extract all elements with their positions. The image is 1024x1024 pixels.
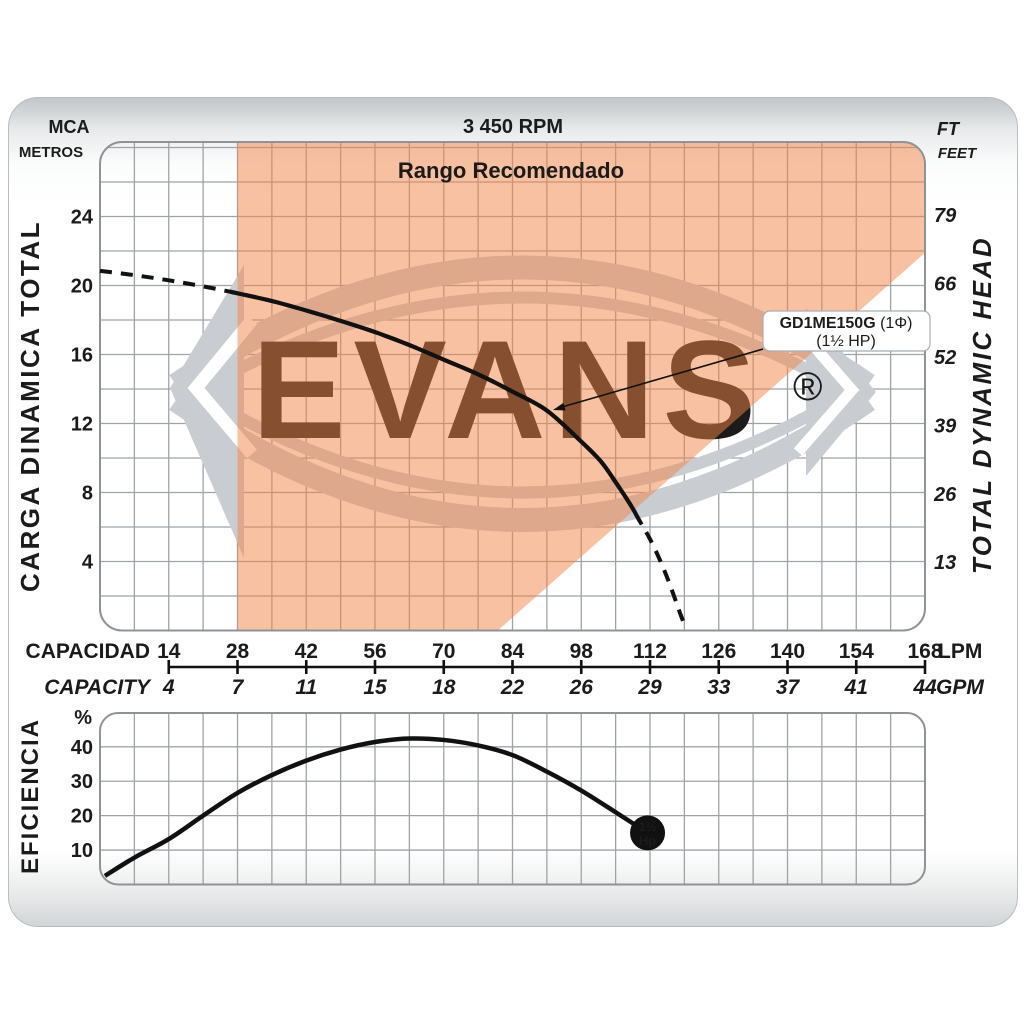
pump-power-label: (1½ HP) <box>816 333 876 350</box>
y-axis-tick-label-m: 12 <box>71 414 93 436</box>
pump-phase: (1Φ) <box>876 315 913 332</box>
pump-label-box <box>762 310 931 352</box>
left-unit-mca: MCA <box>49 117 90 137</box>
efficiency-axis-tick-labels: 40 30 20 10 <box>71 737 93 862</box>
hp-marker-line2: Hp <box>639 833 656 848</box>
capacity-gpm-tick-label: 29 <box>637 676 662 699</box>
right-unit-feet: FEET <box>938 145 978 162</box>
capacity-gpm-tick-label: 7 <box>232 676 245 699</box>
efficiency-chart-frame <box>99 712 926 886</box>
right-unit-ft: FT <box>937 119 961 139</box>
capacity-lpm-tick-label: 112 <box>633 640 667 663</box>
y-axis-tick-label-ft: 79 <box>934 205 957 227</box>
efficiency-axis-title: EFICIENCIA <box>17 718 44 874</box>
y-axis-tick-label-m: 4 <box>82 552 94 574</box>
hp-marker: 1½ Hp <box>630 815 666 851</box>
gpm-unit-label: GPM <box>936 676 984 699</box>
capacity-lpm-tick-label: 126 <box>701 640 736 663</box>
capacity-gpm-tick-label: 37 <box>776 676 801 699</box>
efficiency-tick-label: 40 <box>71 737 93 759</box>
y-axis-tick-label-m: 16 <box>71 345 93 367</box>
efficiency-tick-label: 10 <box>71 840 93 862</box>
capacity-gpm-tick-label: 22 <box>500 676 525 699</box>
pump-label-callout: GD1ME150G (1Φ) (1½ HP) <box>553 310 931 411</box>
capacity-lpm-tick-label: 14 <box>157 640 181 663</box>
capacity-gpm-tick-label: 18 <box>432 676 456 699</box>
pump-model: GD1ME150G <box>780 315 876 332</box>
capacity-lpm-tick-label: 70 <box>432 640 455 663</box>
capacity-lpm-tick-label: 28 <box>226 640 250 663</box>
capacity-axis: 14 4 28 7 42 11 56 15 70 18 84 22 98 26 112 29 126 33 140 3… <box>157 640 943 699</box>
capacity-gpm-tick-label: 44 <box>912 676 937 699</box>
capacity-lpm-tick-label: 84 <box>501 640 525 663</box>
capacity-gpm-tick-label: 4 <box>162 676 175 699</box>
pump-label-arrowhead-icon <box>553 402 566 411</box>
capacity-gpm-tick-label: 15 <box>363 676 387 699</box>
capacity-gpm-tick-label: 26 <box>569 676 594 699</box>
recommended-range-label: Rango Recomendado <box>398 158 624 183</box>
right-axis-title: TOTAL DYNAMIC HEAD <box>967 236 997 574</box>
pump-model-label: GD1ME150G (1Φ) <box>780 315 913 332</box>
efficiency-tick-label: 30 <box>71 771 93 793</box>
y-axis-tick-label-m: 8 <box>82 483 93 505</box>
pump-label-arrow-line <box>561 348 764 408</box>
rpm-title: 3 450 RPM <box>463 116 563 138</box>
watermark-left-tip <box>170 265 244 558</box>
capacity-lpm-tick-label: 42 <box>295 640 318 663</box>
capacity-lpm-tick-label: 168 <box>907 640 942 663</box>
capacity-lpm-tick-label: 98 <box>570 640 594 663</box>
efficiency-percent-label: % <box>74 707 92 729</box>
efficiency-chart-grid <box>100 713 925 885</box>
main-chart-frame <box>99 141 926 632</box>
left-axis-title: CARGA DINAMICA TOTAL <box>15 220 45 592</box>
capacity-lpm-tick-label: 140 <box>770 640 805 663</box>
head-curve <box>99 268 687 626</box>
recommended-range-region <box>237 142 925 631</box>
left-unit-metros: METROS <box>19 144 83 161</box>
capacity-lpm-tick-label: 154 <box>839 640 874 663</box>
hp-marker-line1: 1½ <box>639 819 657 834</box>
watermark-left-chevron <box>187 315 258 459</box>
capacity-label: CAPACITY <box>44 676 152 699</box>
efficiency-curve <box>103 736 649 878</box>
y-axis-tick-label-m: 24 <box>71 207 94 229</box>
y-axis-tick-label-m: 20 <box>71 276 93 298</box>
y-axis-tick-label-ft: 13 <box>934 552 956 574</box>
right-axis-tick-labels: 13 26 39 52 66 79 <box>933 205 957 574</box>
y-axis-tick-label-ft: 39 <box>934 415 957 437</box>
capacity-lpm-tick-label: 56 <box>363 640 386 663</box>
y-axis-tick-label-ft: 52 <box>934 347 956 369</box>
lpm-unit-label: LPM <box>938 640 982 663</box>
capacidad-label: CAPACIDAD <box>26 640 150 663</box>
y-axis-tick-label-ft: 26 <box>933 484 957 506</box>
recommended-range-polygon <box>237 142 925 631</box>
capacity-gpm-tick-label: 11 <box>295 676 317 699</box>
left-axis-tick-labels: 4 8 12 16 20 24 <box>71 207 94 574</box>
y-axis-tick-label-ft: 66 <box>934 273 957 295</box>
capacity-gpm-tick-label: 41 <box>844 676 868 699</box>
efficiency-tick-label: 20 <box>71 806 93 828</box>
capacity-gpm-tick-label: 33 <box>707 676 731 699</box>
watermark-registered-icon: ® <box>793 365 822 409</box>
